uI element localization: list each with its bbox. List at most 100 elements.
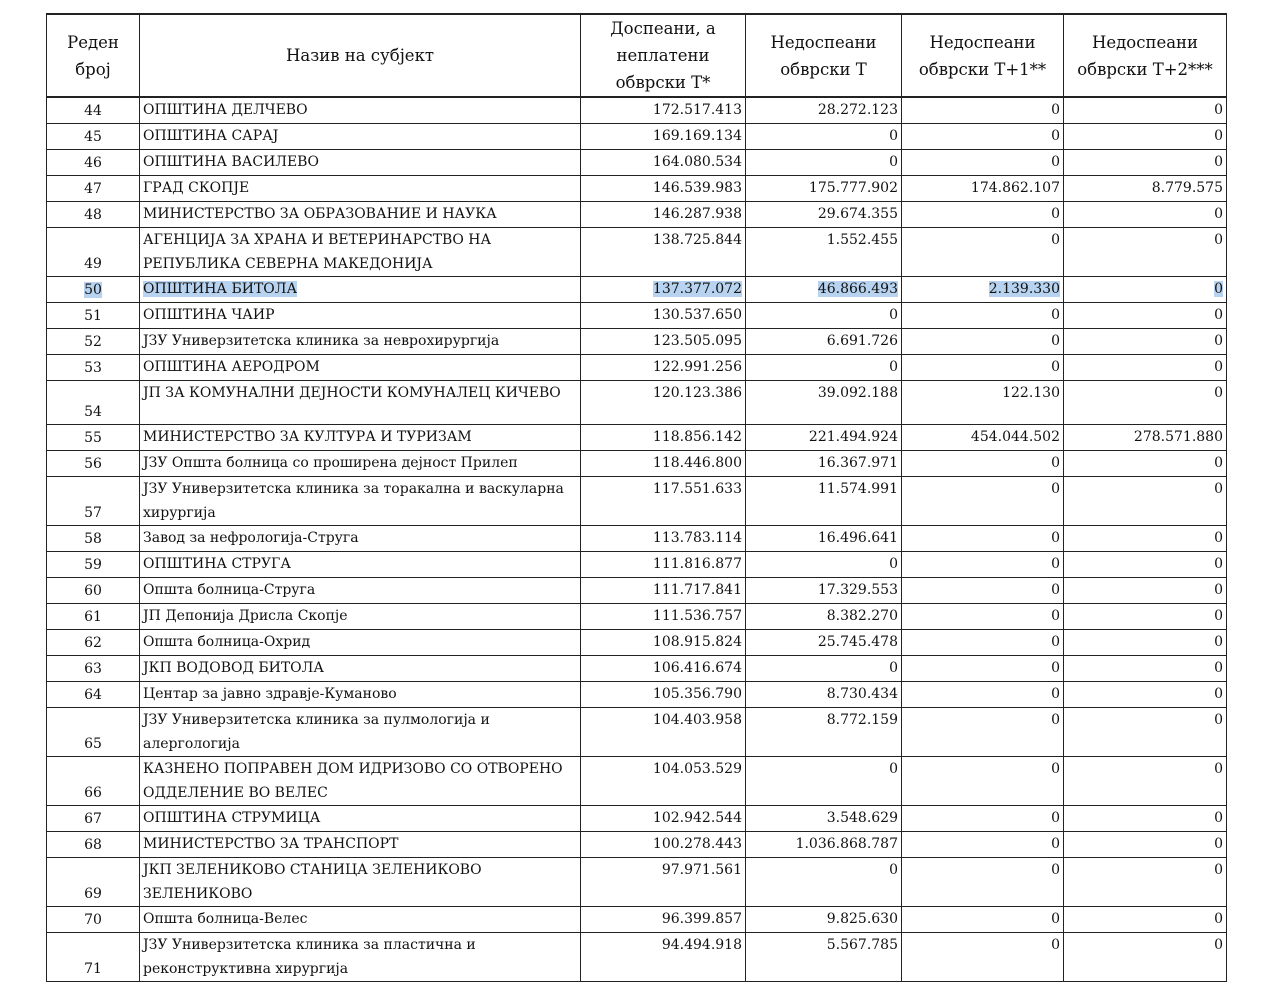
cell-due-unpaid-value: 104.403.958 bbox=[580, 706, 746, 757]
due-unpaid-value: 120.123.386 bbox=[652, 384, 742, 401]
cell-not-due-t-value: 0 bbox=[745, 856, 902, 907]
due-unpaid-value: 172.517.413 bbox=[652, 102, 742, 118]
cell-not-due-t2-value: 0 bbox=[1063, 931, 1227, 982]
cell-entity-name: МИНИСТЕРСТВО ЗА ТРАНСПОРТ bbox=[139, 830, 581, 858]
table-row: 57 ЈЗУ Универзитетска клиника за торакалн… bbox=[46, 475, 1227, 526]
not-due-t-value: 17.329.553 bbox=[817, 581, 898, 598]
entity-name: АГЕНЦИЈА ЗА ХРАНА И ВЕТЕРИНАРСТВО НА РЕП… bbox=[143, 231, 492, 272]
cell-not-due-t-value: 0 bbox=[745, 122, 902, 150]
cell-due-unpaid-value: 120.123.386 bbox=[580, 379, 746, 425]
table-row: 56 ЈЗУ Општа болница со проширена дејност… bbox=[46, 449, 1227, 477]
table-row: 68 МИНИСТЕРСТВО ЗА ТРАНСПОРТ 100.278.443 1.… bbox=[46, 830, 1227, 858]
cell-due-unpaid-value: 113.783.114 bbox=[580, 524, 746, 552]
due-unpaid-value: 108.915.824 bbox=[652, 633, 742, 650]
cell-not-due-t1-value: 454.044.502 bbox=[901, 423, 1064, 451]
not-due-t1-value: 0 bbox=[1051, 153, 1060, 170]
cell-not-due-t-value: 1.552.455 bbox=[745, 226, 902, 277]
due-unpaid-value: 164.080.534 bbox=[652, 153, 742, 170]
cell-not-due-t1-value: 0 bbox=[901, 628, 1064, 656]
cell-not-due-t-value: 0 bbox=[745, 755, 902, 806]
table-row: 69 ЈКП ЗЕЛЕНИКОВО СТАНИЦА ЗЕЛЕНИКОВО ЗЕЛЕ… bbox=[46, 856, 1227, 907]
entity-name: Општа болница-Струга bbox=[143, 581, 316, 598]
not-due-t-value: 9.825.630 bbox=[826, 910, 898, 927]
cell-row-number: 71 bbox=[46, 931, 140, 982]
not-due-t1-value: 0 bbox=[1051, 835, 1060, 852]
row-number: 57 bbox=[84, 504, 102, 521]
row-number: 64 bbox=[84, 686, 102, 703]
cell-entity-name: ОПШТИНА САРАЈ bbox=[139, 122, 581, 150]
not-due-t-value: 221.494.924 bbox=[808, 428, 898, 445]
cell-not-due-t1-value: 0 bbox=[901, 200, 1064, 228]
cell-not-due-t1-value: 0 bbox=[901, 804, 1064, 832]
cell-not-due-t-value: 11.574.991 bbox=[745, 475, 902, 526]
due-unpaid-value: 137.377.072 bbox=[652, 280, 742, 297]
cell-due-unpaid-value: 118.446.800 bbox=[580, 449, 746, 477]
cell-row-number: 64 bbox=[46, 680, 140, 708]
cell-entity-name: Општа болница-Охрид bbox=[139, 628, 581, 656]
table-row: 67 ОПШТИНА СТРУМИЦА 102.942.544 3.548.629 0 0 bbox=[46, 804, 1227, 832]
cell-not-due-t-value: 5.567.785 bbox=[745, 931, 902, 982]
cell-entity-name: ЈЗУ Универзитетска клиника за торакална … bbox=[139, 475, 581, 526]
table-row: 48 МИНИСТЕРСТВО ЗА ОБРАЗОВАНИЕ И НАУКА 146… bbox=[46, 200, 1227, 228]
cell-not-due-t1-value: 0 bbox=[901, 550, 1064, 578]
cell-not-due-t-value: 0 bbox=[745, 654, 902, 682]
due-unpaid-value: 113.783.114 bbox=[652, 529, 742, 546]
cell-row-number: 51 bbox=[46, 301, 140, 329]
cell-not-due-t2-value: 0 bbox=[1063, 379, 1227, 425]
cell-row-number: 59 bbox=[46, 550, 140, 578]
not-due-t-value: 0 bbox=[889, 153, 898, 170]
cell-not-due-t1-value: 0 bbox=[901, 96, 1064, 124]
entity-name: ОПШТИНА СТРУМИЦА bbox=[143, 809, 321, 826]
cell-due-unpaid-value: 97.971.561 bbox=[580, 856, 746, 907]
cell-not-due-t2-value: 0 bbox=[1063, 475, 1227, 526]
not-due-t1-value: 0 bbox=[1051, 358, 1060, 375]
entity-name: ЈЗУ Универзитетска клиника за неврохирур… bbox=[143, 332, 500, 349]
cell-row-number: 69 bbox=[46, 856, 140, 907]
cell-row-number: 52 bbox=[46, 327, 140, 355]
cell-not-due-t1-value: 0 bbox=[901, 680, 1064, 708]
row-number: 50 bbox=[84, 281, 102, 298]
not-due-t-value: 39.092.188 bbox=[817, 384, 898, 401]
row-number: 55 bbox=[84, 429, 102, 446]
not-due-t1-value: 0 bbox=[1051, 659, 1060, 676]
cell-row-number: 48 bbox=[46, 200, 140, 228]
entity-name: ЈП Депонија Дрисла Скопје bbox=[143, 607, 348, 624]
not-due-t-value: 0 bbox=[889, 306, 898, 323]
not-due-t-value: 29.674.355 bbox=[817, 205, 898, 222]
not-due-t2-value: 0 bbox=[1214, 454, 1223, 471]
cell-not-due-t-value: 16.367.971 bbox=[745, 449, 902, 477]
cell-not-due-t1-value: 0 bbox=[901, 301, 1064, 329]
cell-not-due-t1-value: 0 bbox=[901, 475, 1064, 526]
not-due-t1-value: 122.130 bbox=[1002, 384, 1060, 401]
not-due-t1-value: 0 bbox=[1051, 555, 1060, 572]
entity-name: ЈЗУ Универзитетска клиника за пластична … bbox=[143, 936, 476, 977]
cell-row-number: 50 bbox=[46, 275, 140, 303]
cell-not-due-t-value: 6.691.726 bbox=[745, 327, 902, 355]
not-due-t1-value: 0 bbox=[1051, 607, 1060, 624]
cell-not-due-t1-value: 0 bbox=[901, 148, 1064, 176]
table-row: 71 ЈЗУ Универзитетска клиника за пластичн… bbox=[46, 931, 1227, 982]
entity-name: МИНИСТЕРСТВО ЗА КУЛТУРА И ТУРИЗАМ bbox=[143, 428, 472, 445]
entity-name: ОПШТИНА БИТОЛА bbox=[143, 280, 298, 297]
cell-not-due-t1-value: 2.139.330 bbox=[901, 275, 1064, 303]
not-due-t-value: 6.691.726 bbox=[826, 332, 898, 349]
not-due-t-value: 8.772.159 bbox=[826, 711, 898, 728]
not-due-t-value: 3.548.629 bbox=[826, 809, 898, 826]
header-due-unpaid: Доспеани, а неплатени обврски Т* bbox=[580, 13, 746, 98]
not-due-t-value: 11.574.991 bbox=[817, 480, 898, 497]
cell-entity-name: АГЕНЦИЈА ЗА ХРАНА И ВЕТЕРИНАРСТВО НА РЕП… bbox=[139, 226, 581, 277]
cell-not-due-t2-value: 0 bbox=[1063, 200, 1227, 228]
cell-row-number: 70 bbox=[46, 905, 140, 933]
not-due-t2-value: 0 bbox=[1214, 861, 1223, 878]
cell-entity-name: КАЗНЕНО ПОПРАВЕН ДОМ ИДРИЗОВО СО ОТВОРЕН… bbox=[139, 755, 581, 806]
due-unpaid-value: 118.856.142 bbox=[652, 428, 742, 445]
table-row: 62 Општа болница-Охрид 108.915.824 25.745.4… bbox=[46, 628, 1227, 656]
cell-not-due-t1-value: 0 bbox=[901, 856, 1064, 907]
cell-row-number: 44 bbox=[46, 96, 140, 124]
cell-not-due-t-value: 25.745.478 bbox=[745, 628, 902, 656]
due-unpaid-value: 94.494.918 bbox=[661, 936, 742, 953]
cell-not-due-t2-value: 0 bbox=[1063, 755, 1227, 806]
not-due-t1-value: 2.139.330 bbox=[988, 280, 1060, 297]
cell-row-number: 54 bbox=[46, 379, 140, 425]
cell-row-number: 57 bbox=[46, 475, 140, 526]
